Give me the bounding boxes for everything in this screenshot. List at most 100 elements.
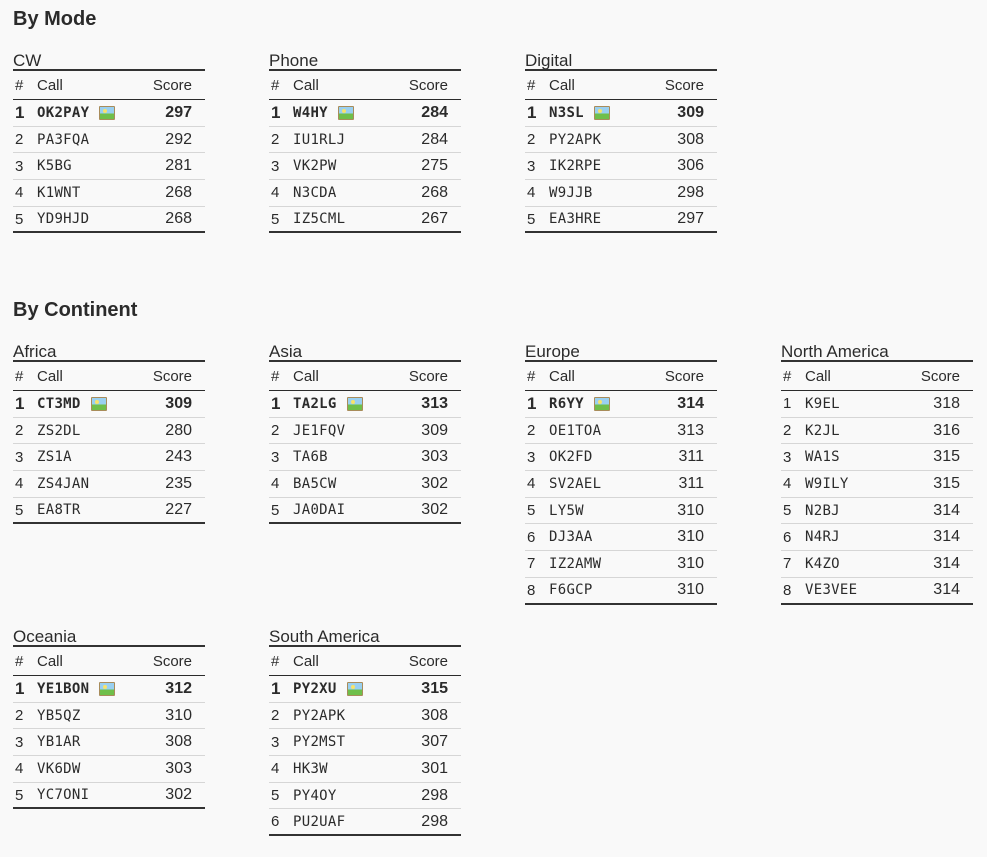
photo-icon[interactable] [346, 396, 363, 411]
rank-cell: 8 [527, 581, 536, 599]
callsign: N4RJ [805, 529, 840, 546]
call-cell: IU1RLJ [293, 132, 401, 148]
table-row: 7 IZ2AMW 310 [525, 551, 717, 578]
board-rows: 1 OK2PAY 297 2 PA3FQA 292 3 K5BG 281 4 K1WNT 268 5 YD… [13, 100, 205, 234]
score-cell: 310 [677, 528, 704, 546]
callsign: PY2XU [293, 680, 337, 697]
callsign: K9EL [805, 395, 840, 412]
score-cell: 235 [165, 474, 192, 492]
board-south-america: South America # Call Score 1 PY2XU 315 2 PY2… [269, 627, 461, 837]
rank-header: # [527, 76, 536, 94]
table-row: 1 N3SL 309 [525, 100, 717, 127]
photo-icon[interactable] [337, 105, 354, 120]
table-header: # Call Score [781, 362, 973, 391]
photo-icon[interactable] [99, 105, 116, 120]
callsign: N2BJ [805, 502, 840, 519]
photo-icon[interactable] [593, 105, 610, 120]
call-cell: HK3W [293, 761, 401, 777]
table-row: 3 WA1S 315 [781, 444, 973, 472]
rank-cell: 5 [783, 502, 792, 520]
call-header: Call [293, 367, 319, 385]
score-cell: 302 [165, 786, 192, 804]
board-title: Phone [269, 51, 461, 71]
table-row: 3 YB1AR 308 [13, 729, 205, 757]
photo-icon[interactable] [99, 681, 116, 696]
call-cell: W9ILY [805, 476, 913, 492]
rank-cell: 2 [527, 131, 536, 149]
call-cell: TA6B [293, 449, 401, 465]
call-cell: W4HY [293, 105, 401, 121]
callsign: OK2PAY [37, 104, 90, 121]
rank-cell: 6 [783, 528, 792, 546]
callsign: PY2APK [549, 131, 602, 148]
rank-cell: 6 [527, 528, 536, 546]
table-row: 5 PY4OY 298 [269, 783, 461, 810]
rank-cell: 3 [783, 448, 792, 466]
photo-icon[interactable] [346, 681, 363, 696]
call-cell: LY5W [549, 503, 657, 519]
table-header: # Call Score [269, 362, 461, 391]
table-row: 5 EA3HRE 297 [525, 207, 717, 234]
rank-cell: 2 [15, 707, 24, 725]
board-title: North America [781, 342, 973, 362]
rank-cell: 5 [15, 786, 24, 804]
call-cell: CT3MD [37, 396, 145, 412]
score-cell: 309 [677, 103, 704, 121]
callsign: ZS4JAN [37, 475, 90, 492]
rank-cell: 1 [15, 678, 25, 698]
call-cell: R6YY [549, 396, 657, 412]
score-cell: 314 [933, 581, 960, 599]
section-title-by-mode: By Mode [13, 8, 97, 30]
score-cell: 314 [933, 501, 960, 519]
callsign: PY4OY [293, 787, 337, 804]
call-cell: SV2AEL [549, 476, 657, 492]
table-header: # Call Score [269, 647, 461, 676]
rank-header: # [783, 367, 792, 385]
photo-icon[interactable] [593, 396, 610, 411]
call-cell: OE1TOA [549, 423, 657, 439]
callsign: IZ2AMW [549, 555, 602, 572]
table-header: # Call Score [13, 647, 205, 676]
callsign: F6GCP [549, 582, 593, 599]
callsign: K5BG [37, 158, 72, 175]
rank-cell: 4 [271, 475, 280, 493]
rank-cell: 7 [783, 555, 792, 573]
call-cell: ZS2DL [37, 423, 145, 439]
board-rows: 1 PY2XU 315 2 PY2APK 308 3 PY2MST 307 4 HK3W 301 5 PY… [269, 676, 461, 837]
score-cell: 308 [421, 706, 448, 724]
callsign: YC7ONI [37, 787, 90, 804]
board-rows: 1 YE1BON 312 2 YB5QZ 310 3 YB1AR 308 4 VK6DW 303 5 YC… [13, 676, 205, 810]
rank-cell: 1 [271, 678, 281, 698]
score-cell: 313 [421, 394, 448, 412]
rank-cell: 4 [783, 475, 792, 493]
call-cell: K9EL [805, 396, 913, 412]
table-row: 3 TA6B 303 [269, 444, 461, 472]
table-row: 4 HK3W 301 [269, 756, 461, 783]
score-cell: 302 [421, 501, 448, 519]
callsign: PY2APK [293, 707, 346, 724]
callsign: OE1TOA [549, 422, 602, 439]
rank-cell: 3 [527, 448, 536, 466]
photo-icon[interactable] [90, 396, 107, 411]
callsign: R6YY [549, 395, 584, 412]
section-title-by-continent: By Continent [13, 299, 138, 321]
call-cell: N2BJ [805, 503, 913, 519]
call-header: Call [37, 76, 63, 94]
callsign: ZS2DL [37, 422, 81, 439]
callsign: CT3MD [37, 395, 81, 412]
call-cell: YD9HJD [37, 211, 145, 227]
table-row: 3 ZS1A 243 [13, 444, 205, 472]
score-header: Score [664, 367, 704, 385]
callsign: IK2RPE [549, 158, 602, 175]
rank-cell: 5 [271, 787, 280, 805]
score-cell: 297 [677, 210, 704, 228]
rank-cell: 4 [527, 475, 536, 493]
call-cell: K2JL [805, 423, 913, 439]
call-cell: IZ5CML [293, 211, 401, 227]
score-header: Score [408, 367, 448, 385]
score-header: Score [408, 76, 448, 94]
table-header: # Call Score [525, 362, 717, 391]
rank-cell: 2 [783, 422, 792, 440]
board-title: CW [13, 51, 205, 71]
table-row: 1 TA2LG 313 [269, 391, 461, 418]
